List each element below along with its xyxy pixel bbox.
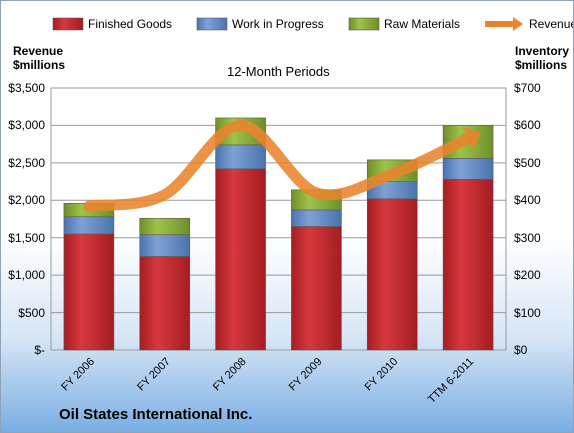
y-left-tick-label: $2,500 — [8, 155, 45, 170]
y-left-tick-label: $1,500 — [8, 230, 45, 245]
y-left-tick-label: $1,000 — [8, 268, 45, 283]
y-left-tick-label: $2,000 — [8, 193, 45, 208]
bar-work-in-progress — [63, 216, 115, 235]
legend-swatch-raw-materials — [348, 17, 380, 31]
bar-raw-materials — [139, 217, 191, 236]
legend-label-raw-materials: Raw Materials — [384, 17, 461, 31]
bar-finished-goods — [366, 198, 418, 351]
legend-arrowhead-revenue — [513, 17, 523, 31]
company-name: Oil States International Inc. — [59, 406, 253, 423]
x-tick-label: FY 2007 — [135, 356, 173, 394]
bar-work-in-progress — [291, 209, 342, 227]
y-right-tick-label: $200 — [514, 268, 541, 283]
x-tick-label: FY 2008 — [211, 356, 249, 394]
bar-work-in-progress — [215, 144, 266, 170]
y-right-axis-title: Inventory $millions — [515, 44, 570, 72]
x-tick-label: TTM 6-2011 — [426, 356, 476, 406]
bar-work-in-progress — [442, 158, 494, 180]
bar-finished-goods — [442, 179, 494, 351]
legend-label-finished-goods: Finished Goods — [88, 17, 173, 31]
y-right-tick-label: $500 — [514, 155, 541, 170]
legend-label-revenue: Revenue — [529, 17, 574, 31]
legend-swatch-finished-goods — [52, 17, 84, 31]
y-left-tick-label: $- — [34, 343, 45, 357]
bar-finished-goods — [63, 233, 115, 351]
y-right-tick-label: $700 — [514, 81, 541, 95]
revenue-arrowhead — [462, 126, 481, 151]
y-left-tick-label: $3,000 — [8, 118, 45, 133]
legend-swatch-work-in-progress — [196, 17, 228, 31]
bar-finished-goods — [215, 168, 266, 351]
chart-title: 12-Month Periods — [227, 64, 330, 79]
x-tick-label: FY 2009 — [287, 356, 325, 394]
y-right-tick-label: $0 — [514, 343, 528, 357]
y-right-tick-label: $600 — [514, 118, 541, 133]
y-left-tick-label: $500 — [18, 305, 45, 320]
y-left-axis-title: Revenue $millions — [13, 44, 66, 72]
y-right-tick-label: $300 — [514, 230, 541, 245]
revenue-line — [83, 119, 474, 212]
plot-area — [50, 87, 507, 351]
bar-finished-goods — [291, 226, 342, 351]
bar-work-in-progress — [139, 234, 191, 257]
x-tick-label: FY 2006 — [59, 356, 97, 394]
y-left-tick-label: $3,500 — [8, 81, 45, 95]
legend-label-work-in-progress: Work in Progress — [232, 17, 324, 31]
x-tick-label: FY 2010 — [363, 356, 401, 394]
bar-finished-goods — [139, 256, 191, 351]
y-right-tick-label: $400 — [514, 193, 541, 208]
y-right-tick-label: $100 — [514, 305, 541, 320]
